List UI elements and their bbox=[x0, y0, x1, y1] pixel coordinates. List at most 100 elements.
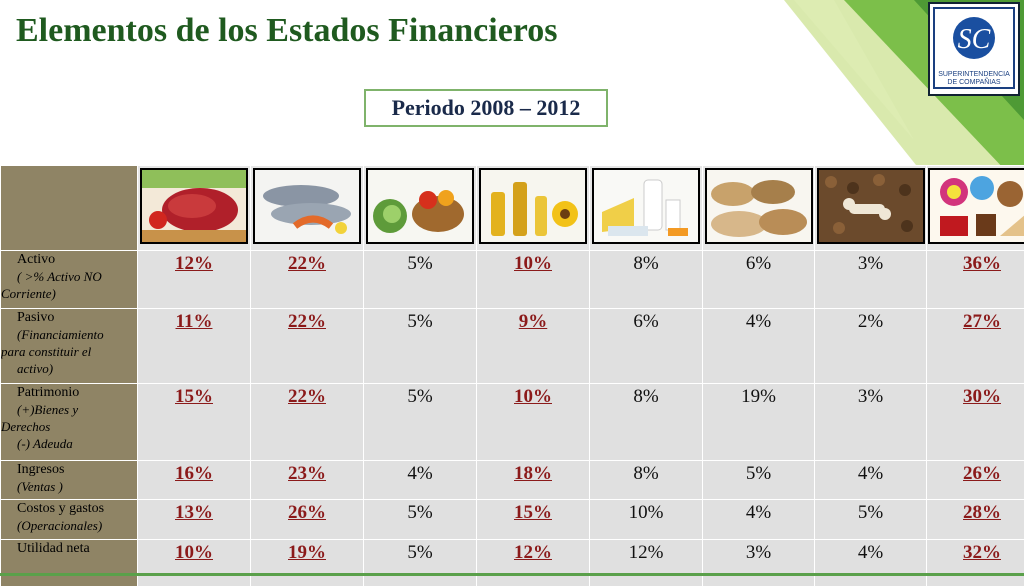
row-sublabel: (+)Bienes y bbox=[1, 401, 137, 418]
value-cell: 19% bbox=[251, 540, 364, 587]
value-cell: 27% bbox=[927, 309, 1024, 384]
value-cell: 5% bbox=[364, 251, 477, 309]
row-label: Pasivo bbox=[1, 309, 137, 326]
value-cell: 6% bbox=[590, 309, 703, 384]
value-cell: 26% bbox=[927, 461, 1024, 500]
value-cell: 8% bbox=[590, 251, 703, 309]
value-cell: 32% bbox=[927, 540, 1024, 587]
value-cell: 3% bbox=[703, 540, 815, 587]
period-label: Periodo 2008 – 2012 bbox=[364, 89, 608, 127]
value-cell: 30% bbox=[927, 384, 1024, 461]
value-cell: 11% bbox=[138, 309, 251, 384]
meat-image bbox=[140, 168, 248, 244]
value-cell: 28% bbox=[927, 500, 1024, 540]
row-sublabel: (Financiamiento bbox=[1, 326, 137, 343]
value-cell: 12% bbox=[477, 540, 590, 587]
category-cell bbox=[138, 166, 251, 251]
value-cell: 5% bbox=[364, 500, 477, 540]
value-cell: 10% bbox=[590, 500, 703, 540]
category-cell bbox=[364, 166, 477, 251]
value-cell: 12% bbox=[590, 540, 703, 587]
row-sublabel: para constituir el bbox=[1, 343, 137, 360]
value-cell: 2% bbox=[815, 309, 927, 384]
value-cell: 8% bbox=[590, 461, 703, 500]
row-label: Activo bbox=[1, 251, 137, 268]
value-cell: 4% bbox=[703, 309, 815, 384]
svg-text:DE COMPAÑIAS: DE COMPAÑIAS bbox=[947, 77, 1000, 86]
value-cell: 26% bbox=[251, 500, 364, 540]
row-sublabel: (Operacionales) bbox=[1, 517, 137, 534]
fish-image bbox=[253, 168, 361, 244]
value-cell: 3% bbox=[815, 384, 927, 461]
value-cell: 10% bbox=[477, 384, 590, 461]
row-label: Patrimonio bbox=[1, 384, 137, 401]
value-cell: 10% bbox=[477, 251, 590, 309]
value-cell: 12% bbox=[138, 251, 251, 309]
value-cell: 22% bbox=[251, 251, 364, 309]
grains-image bbox=[705, 168, 813, 244]
oils-image bbox=[479, 168, 587, 244]
row-sublabel: activo) bbox=[1, 360, 137, 377]
category-cell bbox=[815, 166, 927, 251]
value-cell: 6% bbox=[703, 251, 815, 309]
value-cell: 15% bbox=[477, 500, 590, 540]
value-cell: 5% bbox=[364, 540, 477, 587]
value-cell: 5% bbox=[703, 461, 815, 500]
row-label: Utilidad neta bbox=[1, 540, 137, 557]
value-cell: 3% bbox=[815, 251, 927, 309]
svg-text:SUPERINTENDENCIA: SUPERINTENDENCIA bbox=[938, 71, 1010, 78]
row-label-cell: Utilidad neta bbox=[1, 540, 138, 587]
table-row: Costos y gastos(Operacionales)13%26%5%15… bbox=[1, 500, 1024, 540]
value-cell: 19% bbox=[703, 384, 815, 461]
value-cell: 4% bbox=[815, 540, 927, 587]
row-sublabel: (-) Adeuda bbox=[1, 435, 137, 452]
sweets-image bbox=[928, 168, 1024, 244]
row-label: Costos y gastos bbox=[1, 500, 137, 517]
corner-cell bbox=[1, 166, 138, 251]
value-cell: 15% bbox=[138, 384, 251, 461]
value-cell: 13% bbox=[138, 500, 251, 540]
svg-text:SC: SC bbox=[958, 24, 991, 55]
category-cell bbox=[927, 166, 1024, 251]
category-cell bbox=[477, 166, 590, 251]
value-cell: 5% bbox=[364, 309, 477, 384]
row-label-cell: Costos y gastos(Operacionales) bbox=[1, 500, 138, 540]
category-cell bbox=[251, 166, 364, 251]
row-label: Ingresos bbox=[1, 461, 137, 478]
value-cell: 16% bbox=[138, 461, 251, 500]
row-sublabel: ( >% Activo NO bbox=[1, 268, 137, 285]
row-sublabel: Corriente) bbox=[1, 285, 137, 302]
value-cell: 8% bbox=[590, 384, 703, 461]
category-cell bbox=[590, 166, 703, 251]
header-row bbox=[1, 166, 1024, 251]
value-cell: 5% bbox=[364, 384, 477, 461]
company-logo: SC SUPERINTENDENCIA DE COMPAÑIAS bbox=[928, 2, 1020, 96]
value-cell: 22% bbox=[251, 384, 364, 461]
value-cell: 23% bbox=[251, 461, 364, 500]
value-cell: 4% bbox=[364, 461, 477, 500]
value-cell: 4% bbox=[703, 500, 815, 540]
value-cell: 10% bbox=[138, 540, 251, 587]
value-cell: 4% bbox=[815, 461, 927, 500]
row-label-cell: Ingresos(Ventas ) bbox=[1, 461, 138, 500]
pet-food-image bbox=[817, 168, 925, 244]
category-cell bbox=[703, 166, 815, 251]
value-cell: 18% bbox=[477, 461, 590, 500]
row-sublabel: Derechos bbox=[1, 418, 137, 435]
value-cell: 22% bbox=[251, 309, 364, 384]
vegetables-image bbox=[366, 168, 474, 244]
dairy-image bbox=[592, 168, 700, 244]
value-cell: 9% bbox=[477, 309, 590, 384]
value-cell: 36% bbox=[927, 251, 1024, 309]
value-cell: 5% bbox=[815, 500, 927, 540]
slide-title: Elementos de los Estados Financieros bbox=[16, 12, 558, 50]
row-sublabel: (Ventas ) bbox=[1, 478, 137, 495]
